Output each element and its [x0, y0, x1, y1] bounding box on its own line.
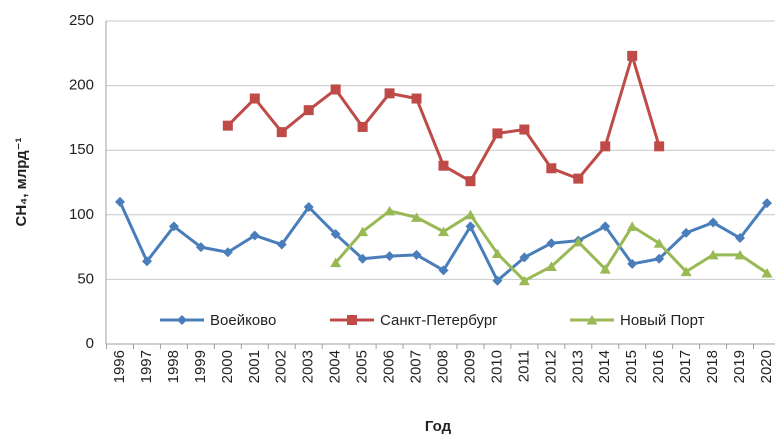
x-tick-label: 2008	[434, 350, 451, 383]
x-tick-label: 2011	[515, 350, 532, 382]
marker	[357, 121, 368, 132]
x-tick-label: 2006	[381, 350, 398, 383]
marker	[626, 221, 638, 231]
marker	[761, 267, 773, 278]
marker	[384, 205, 396, 216]
marker	[438, 160, 449, 171]
y-tick-label: 0	[86, 335, 94, 352]
x-tick-label: 2010	[488, 350, 505, 383]
marker	[762, 198, 772, 209]
y-tick-label: 150	[69, 141, 94, 158]
x-tick-label: 2000	[219, 350, 236, 383]
marker	[384, 88, 395, 99]
marker	[222, 120, 233, 131]
x-tick-label: 2017	[677, 350, 694, 383]
marker	[195, 242, 206, 253]
marker	[222, 247, 233, 258]
marker	[177, 315, 187, 325]
x-tick-label: 2013	[569, 350, 586, 383]
x-tick-label: 2020	[758, 350, 775, 383]
y-axis-label: CH₄, млрд⁻¹	[13, 137, 30, 226]
x-tick-label: 2014	[596, 350, 613, 383]
marker	[330, 229, 341, 240]
y-tick-label: 250	[69, 12, 94, 29]
marker	[707, 249, 719, 260]
x-tick-label: 2005	[354, 350, 371, 383]
marker	[546, 163, 557, 174]
marker	[519, 252, 530, 263]
marker	[681, 227, 692, 238]
marker	[303, 105, 314, 116]
marker	[411, 93, 422, 104]
marker	[357, 253, 368, 264]
y-tick-label: 200	[69, 77, 94, 94]
marker	[627, 258, 638, 269]
marker	[330, 257, 342, 268]
marker	[545, 261, 557, 271]
marker	[276, 127, 287, 138]
marker	[653, 238, 665, 248]
marker	[600, 141, 611, 152]
x-tick-label: 2007	[408, 350, 425, 383]
x-tick-label: 1996	[111, 350, 128, 383]
x-tick-label: 1999	[192, 350, 209, 383]
marker	[654, 141, 665, 152]
marker	[464, 209, 476, 220]
marker	[492, 128, 503, 139]
y-tick-label: 100	[69, 206, 94, 223]
marker	[330, 84, 341, 95]
marker	[519, 124, 530, 135]
marker	[573, 173, 584, 184]
marker	[276, 239, 287, 250]
x-axis-label: Год	[425, 418, 452, 435]
marker	[708, 217, 719, 228]
marker	[384, 251, 395, 262]
marker	[347, 315, 357, 325]
marker	[465, 176, 476, 187]
marker	[492, 275, 503, 286]
y-tick-label: 50	[77, 270, 94, 287]
marker	[599, 264, 611, 274]
x-tick-label: 1998	[165, 350, 182, 383]
marker	[680, 266, 692, 277]
marker	[735, 233, 746, 244]
marker	[141, 256, 152, 267]
x-tick-label: 2015	[623, 350, 640, 383]
marker	[411, 212, 423, 222]
marker	[572, 236, 584, 247]
x-tick-label: 2009	[461, 350, 478, 383]
marker	[491, 248, 503, 259]
legend-label: Новый Порт	[620, 312, 705, 329]
x-tick-label: 2016	[650, 350, 667, 383]
x-tick-label: 1997	[138, 350, 155, 383]
marker	[438, 265, 449, 276]
legend-label: Воейково	[210, 312, 276, 329]
x-tick-label: 2019	[731, 350, 748, 383]
x-tick-label: 2004	[327, 350, 344, 383]
marker	[168, 221, 179, 232]
marker	[586, 315, 598, 325]
marker	[249, 93, 260, 104]
legend-label: Санкт-Петербург	[380, 312, 498, 329]
marker	[411, 249, 422, 260]
marker	[600, 221, 611, 232]
marker	[115, 196, 125, 207]
marker	[627, 50, 638, 61]
marker	[438, 226, 449, 237]
marker	[654, 253, 665, 264]
marker	[249, 230, 260, 241]
marker	[465, 221, 476, 232]
x-tick-label: 2001	[246, 350, 263, 383]
marker	[734, 249, 746, 260]
x-tick-label: 2003	[300, 350, 317, 383]
marker	[546, 238, 557, 249]
x-tick-label: 2018	[704, 350, 721, 383]
marker	[518, 275, 530, 286]
x-tick-label: 2002	[273, 350, 290, 383]
marker	[303, 202, 314, 213]
x-tick-label: 2012	[542, 350, 559, 383]
marker	[357, 226, 369, 237]
